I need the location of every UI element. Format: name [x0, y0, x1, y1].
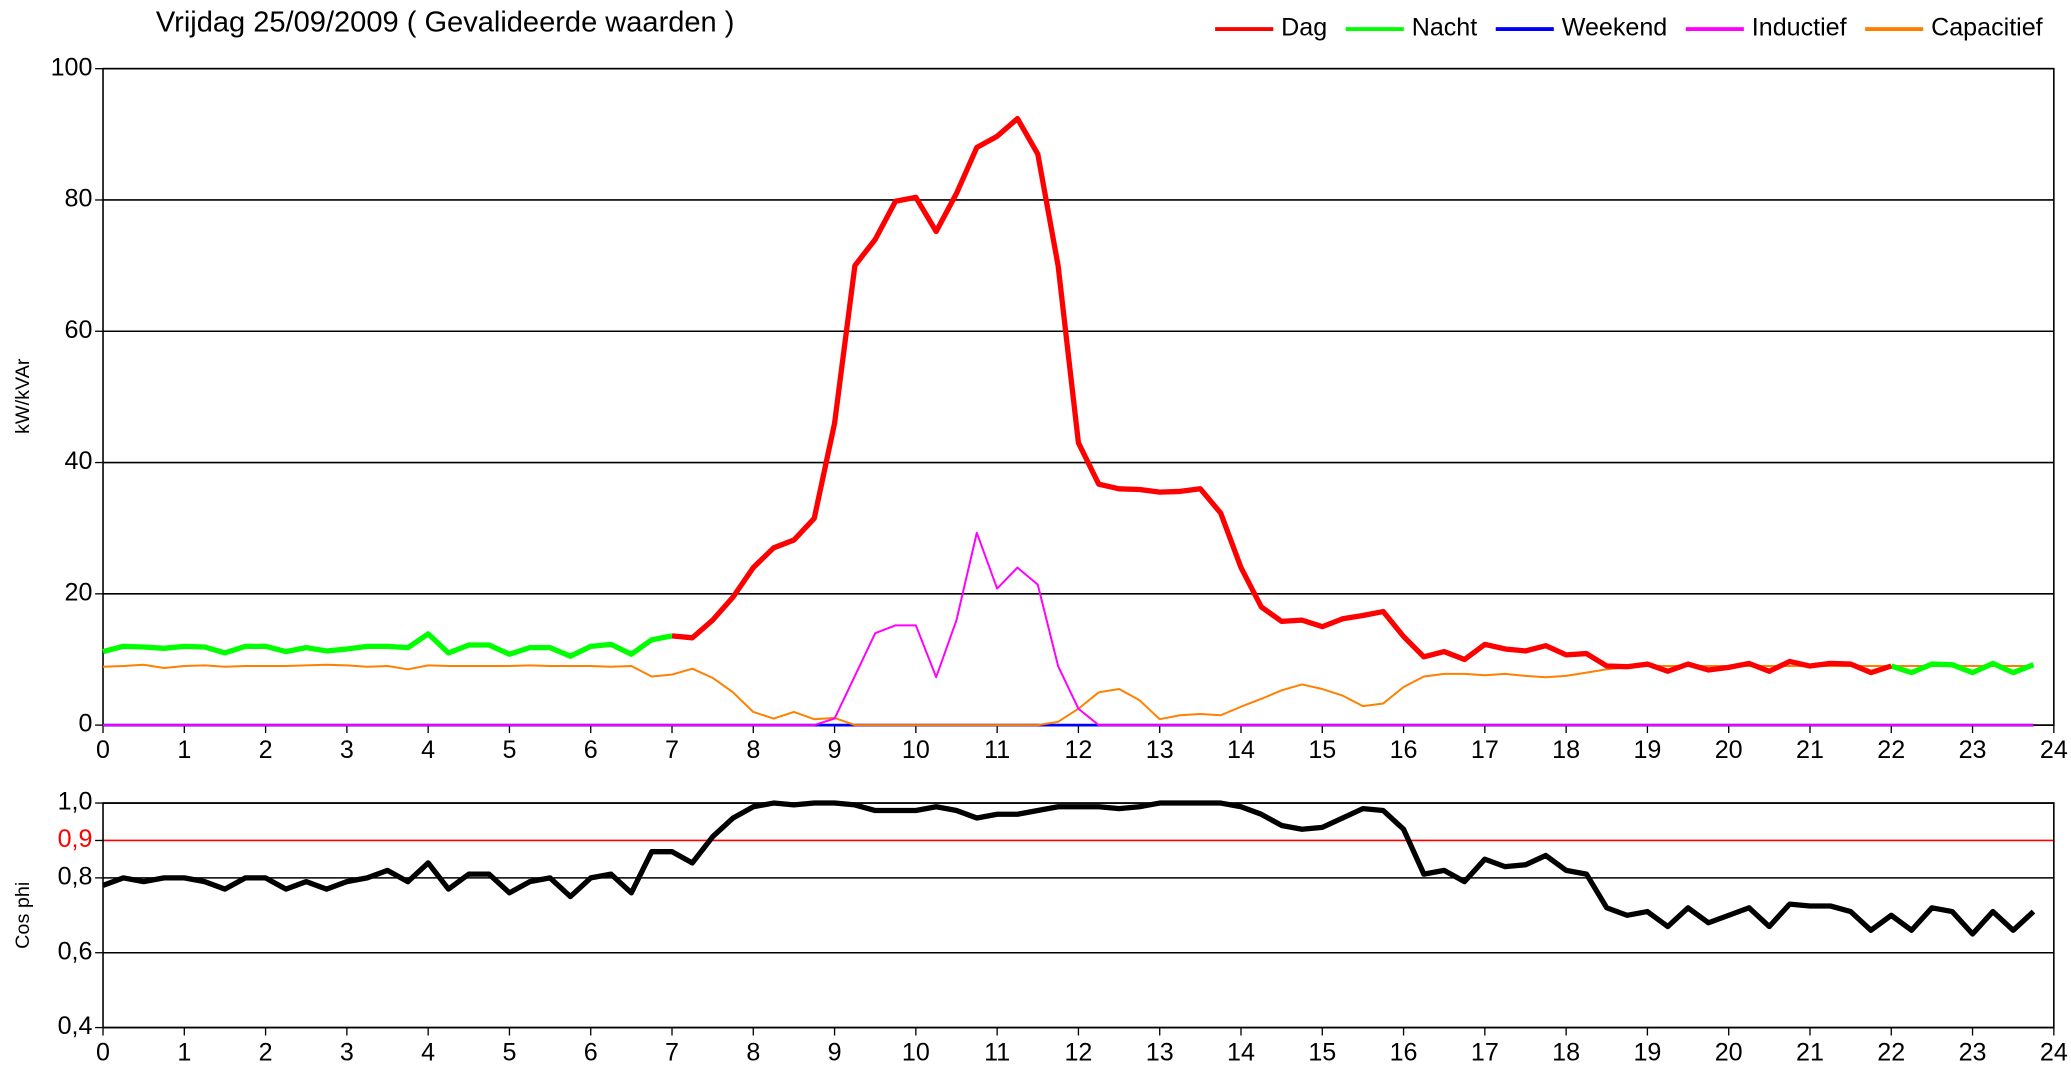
y-axis-label: kW/kVAr — [12, 358, 34, 434]
series-line — [1890, 660, 2035, 676]
x-tick-label: 4 — [421, 736, 435, 764]
y-tick-label: 1,0 — [58, 788, 93, 816]
y-tick-label: 100 — [51, 53, 93, 81]
x-tick-label: 3 — [340, 1039, 354, 1067]
x-tick-label: 13 — [1146, 736, 1174, 764]
x-tick-label: 18 — [1552, 1039, 1580, 1067]
x-tick-label: 24 — [2040, 736, 2068, 764]
x-tick-label: 22 — [1877, 1039, 1905, 1067]
x-tick-label: 8 — [746, 736, 760, 764]
x-tick-label: 19 — [1633, 1039, 1661, 1067]
x-tick-label: 22 — [1877, 736, 1905, 764]
x-tick-label: 9 — [828, 736, 842, 764]
x-tick-label: 0 — [96, 736, 110, 764]
x-tick-label: 7 — [665, 1039, 679, 1067]
x-tick-label: 13 — [1146, 1039, 1174, 1067]
y-tick-label: 20 — [65, 578, 93, 606]
x-tick-label: 5 — [502, 1039, 516, 1067]
x-tick-label: 1 — [177, 1039, 191, 1067]
y-tick-label: 40 — [65, 447, 93, 475]
y-tick-label: 0,6 — [58, 937, 93, 965]
x-tick-label: 20 — [1715, 736, 1743, 764]
x-tick-label: 6 — [584, 736, 598, 764]
x-tick-label: 11 — [984, 736, 1010, 764]
x-tick-label: 24 — [2040, 1039, 2068, 1067]
chart-title: Vrijdag 25/09/2009 ( Gevalideerde waarde… — [156, 6, 735, 38]
x-tick-label: 16 — [1390, 736, 1418, 764]
y-tick-label: 80 — [65, 185, 93, 213]
x-tick-label: 21 — [1796, 1039, 1824, 1067]
y-axis-label: Cos phi — [12, 882, 34, 949]
legend-label: Nacht — [1412, 14, 1478, 42]
legend-label: Inductief — [1752, 14, 1847, 42]
x-tick-label: 9 — [828, 1039, 842, 1067]
series-line — [671, 115, 1893, 676]
x-tick-label: 0 — [96, 1039, 110, 1067]
x-tick-label: 19 — [1633, 736, 1661, 764]
x-tick-label: 11 — [984, 1039, 1010, 1067]
x-tick-label: 8 — [746, 1039, 760, 1067]
x-tick-label: 17 — [1471, 1039, 1499, 1067]
x-tick-label: 21 — [1796, 736, 1824, 764]
plot-frame — [102, 67, 2055, 726]
legend-label: Capacitief — [1931, 14, 2043, 42]
legend-label: Weekend — [1562, 14, 1668, 42]
x-tick-label: 20 — [1715, 1039, 1743, 1067]
x-tick-label: 10 — [902, 736, 930, 764]
x-tick-label: 23 — [1959, 736, 1987, 764]
plot-frame — [102, 802, 2055, 1029]
y-tick-label: 0,9 — [58, 825, 93, 853]
x-tick-label: 14 — [1227, 1039, 1255, 1067]
x-tick-label: 4 — [421, 1039, 435, 1067]
x-tick-label: 3 — [340, 736, 354, 764]
y-tick-label: 0,8 — [58, 863, 93, 891]
x-tick-label: 17 — [1471, 736, 1499, 764]
legend-label: Dag — [1281, 14, 1327, 42]
x-tick-label: 2 — [259, 1039, 273, 1067]
x-tick-label: 12 — [1064, 1039, 1092, 1067]
x-tick-label: 1 — [177, 736, 191, 764]
x-tick-label: 23 — [1959, 1039, 1987, 1067]
y-tick-label: 0 — [79, 710, 93, 738]
series-line — [102, 663, 2034, 727]
series-line — [103, 531, 2034, 727]
x-tick-label: 2 — [259, 736, 273, 764]
x-tick-label: 5 — [502, 736, 516, 764]
x-tick-label: 12 — [1064, 736, 1092, 764]
x-tick-label: 16 — [1390, 1039, 1418, 1067]
x-tick-label: 14 — [1227, 736, 1255, 764]
x-tick-label: 15 — [1308, 1039, 1336, 1067]
x-tick-label: 18 — [1552, 736, 1580, 764]
x-tick-label: 10 — [902, 1039, 930, 1067]
x-tick-label: 15 — [1308, 736, 1336, 764]
series-line — [102, 800, 2036, 937]
x-tick-label: 7 — [665, 736, 679, 764]
x-tick-label: 6 — [584, 1039, 598, 1067]
y-tick-label: 0,4 — [58, 1012, 93, 1040]
series-line — [102, 631, 673, 659]
y-tick-label: 60 — [65, 316, 93, 344]
